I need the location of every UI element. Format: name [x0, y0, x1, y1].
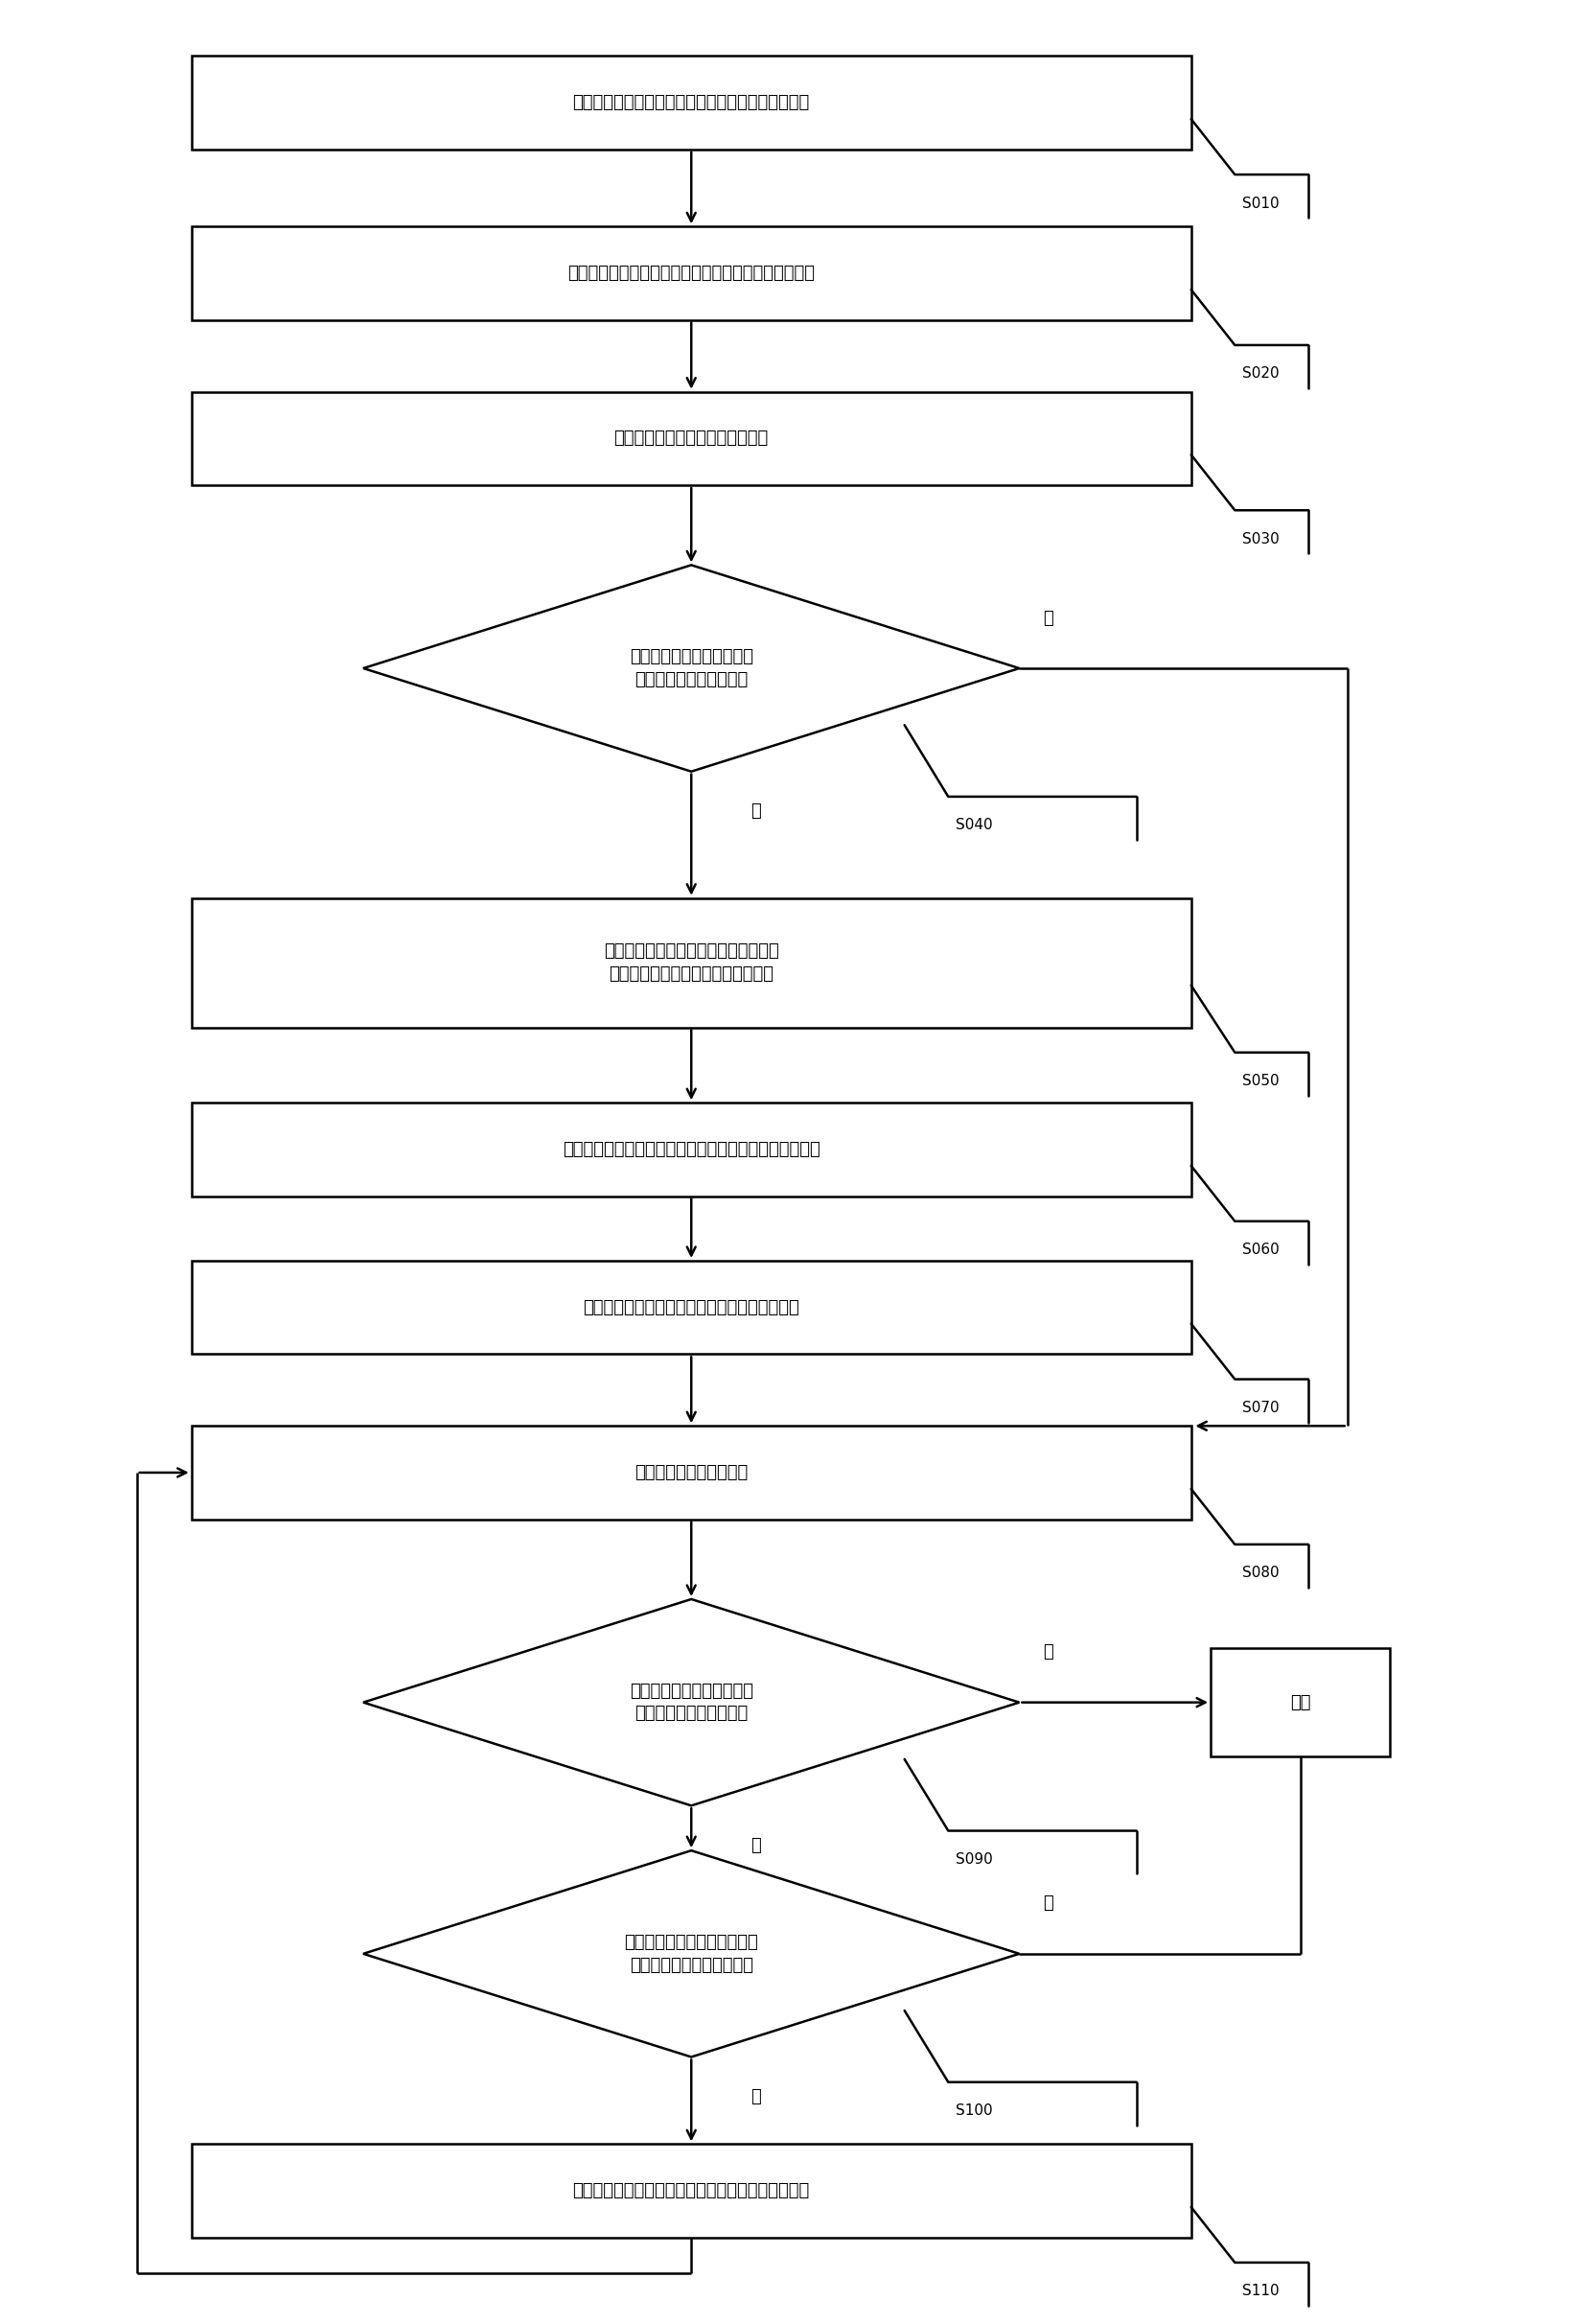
- FancyBboxPatch shape: [192, 56, 1192, 149]
- FancyBboxPatch shape: [192, 1104, 1192, 1197]
- Text: S090: S090: [956, 1852, 994, 1866]
- Text: S060: S060: [1243, 1243, 1280, 1257]
- Text: S020: S020: [1243, 367, 1280, 381]
- Text: 启动跳频模式的信号是否对更
低优先级的模式产生干扰？: 启动跳频模式的信号是否对更 低优先级的模式产生干扰？: [625, 1934, 758, 1973]
- Text: 启动跳频的模式进行跳频: 启动跳频的模式进行跳频: [634, 1464, 747, 1480]
- Text: 结束: 结束: [1291, 1694, 1311, 1710]
- Text: S030: S030: [1243, 532, 1280, 546]
- Text: S110: S110: [1243, 2284, 1280, 2298]
- FancyBboxPatch shape: [192, 1260, 1192, 1355]
- Text: 否: 否: [750, 802, 761, 820]
- FancyBboxPatch shape: [192, 2145, 1192, 2238]
- Polygon shape: [363, 1599, 1019, 1806]
- Text: S040: S040: [956, 818, 994, 832]
- Text: S070: S070: [1243, 1401, 1280, 1415]
- Text: 确定启动跳频的模式在更高优先级模式
信号产生的频率干扰范围之内的信道: 确定启动跳频的模式在更高优先级模式 信号产生的频率干扰范围之内的信道: [604, 944, 779, 983]
- Text: 启动跳频的模式是当前正在
使用的最高优先级模式？: 启动跳频的模式是当前正在 使用的最高优先级模式？: [630, 648, 754, 688]
- Text: 否: 否: [1042, 1894, 1053, 1913]
- Text: 是: 是: [1042, 1643, 1053, 1662]
- Text: S080: S080: [1243, 1566, 1280, 1580]
- FancyBboxPatch shape: [192, 1427, 1192, 1520]
- Text: 按优先级由高到低的顺序，令受干扰的模式启动跳频: 按优先级由高到低的顺序，令受干扰的模式启动跳频: [573, 2182, 810, 2199]
- Text: 存储所述模式的信道与产生干扰的频率范围的对应关系: 存储所述模式的信道与产生干扰的频率范围的对应关系: [568, 265, 815, 281]
- Text: 是: 是: [750, 2087, 761, 2106]
- Polygon shape: [363, 565, 1019, 772]
- FancyBboxPatch shape: [192, 393, 1192, 486]
- Text: 启动跳频的模式是当前正在
使用的最低优先级模式？: 启动跳频的模式是当前正在 使用的最低优先级模式？: [630, 1683, 754, 1722]
- Text: S100: S100: [956, 2103, 994, 2117]
- Text: 确定启动跳频的模式会对更高优先级信号产生干扰的信道: 确定启动跳频的模式会对更高优先级信号产生干扰的信道: [562, 1141, 820, 1157]
- FancyBboxPatch shape: [192, 228, 1192, 321]
- Text: 在上述确定的信道之外选择启动跳频模式的信道: 在上述确定的信道之外选择启动跳频模式的信道: [582, 1299, 799, 1315]
- Text: S010: S010: [1243, 195, 1280, 211]
- Text: S050: S050: [1243, 1074, 1280, 1088]
- Text: 否: 否: [750, 1836, 761, 1855]
- Text: 设定多模通信设备支持的所有模式使用频率的优先级: 设定多模通信设备支持的所有模式使用频率的优先级: [573, 93, 810, 112]
- Text: 是: 是: [1042, 609, 1053, 627]
- Text: 多模通信设备的某一模式启动跳频: 多模通信设备的某一模式启动跳频: [614, 430, 769, 446]
- Polygon shape: [363, 1850, 1019, 2057]
- FancyBboxPatch shape: [192, 897, 1192, 1027]
- FancyBboxPatch shape: [1210, 1648, 1391, 1757]
